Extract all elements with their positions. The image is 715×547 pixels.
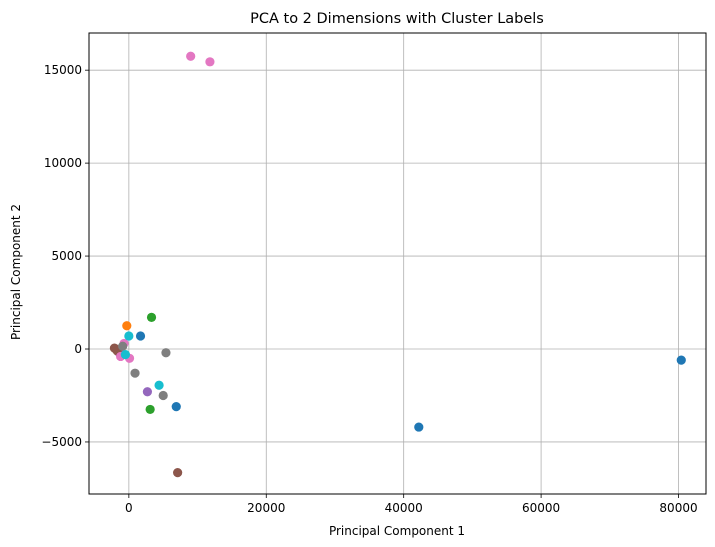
data-point-cluster-7	[154, 380, 164, 390]
data-point-cluster-1	[122, 321, 132, 331]
data-point-cluster-6	[118, 341, 128, 351]
data-point-cluster-0	[676, 355, 686, 365]
plot-frame	[88, 32, 707, 495]
chart-title: PCA to 2 Dimensions with Cluster Labels	[250, 11, 544, 27]
data-point-cluster-6	[130, 368, 140, 378]
x-tick-label: 80000	[659, 501, 697, 515]
x-axis-ticks: 0 20000 40000 60000 80000	[125, 494, 698, 515]
data-point-cluster-6	[158, 390, 168, 401]
y-tick-label: 15000	[44, 63, 82, 77]
data-point-cluster-2	[146, 312, 157, 323]
y-axis-label: Principal Component 2	[9, 204, 23, 340]
y-tick-label: 5000	[51, 249, 82, 263]
y-tick-label: −5000	[41, 435, 82, 449]
y-tick-label: 0	[74, 342, 82, 356]
x-tick-label: 40000	[385, 501, 423, 515]
x-axis-label: Principal Component 1	[329, 524, 465, 538]
data-point-cluster-0	[171, 402, 181, 412]
x-tick-label: 0	[125, 501, 133, 515]
y-axis-ticks: −5000 0 5000 10000 15000	[41, 63, 89, 449]
x-tick-label: 60000	[522, 501, 560, 515]
data-point-cluster-0	[414, 422, 424, 432]
data-points	[109, 51, 686, 478]
data-point-cluster-5	[186, 51, 196, 61]
data-point-cluster-7	[124, 331, 134, 341]
data-point-cluster-4	[173, 468, 183, 478]
data-point-cluster-6	[161, 348, 171, 358]
data-point-cluster-3	[142, 387, 153, 397]
data-point-cluster-5	[205, 57, 215, 67]
y-tick-label: 10000	[44, 156, 82, 170]
data-point-cluster-7	[120, 349, 131, 360]
data-point-cluster-0	[135, 331, 146, 341]
data-point-cluster-2	[145, 404, 155, 415]
x-tick-label: 20000	[247, 501, 285, 515]
grid-lines	[89, 33, 706, 494]
